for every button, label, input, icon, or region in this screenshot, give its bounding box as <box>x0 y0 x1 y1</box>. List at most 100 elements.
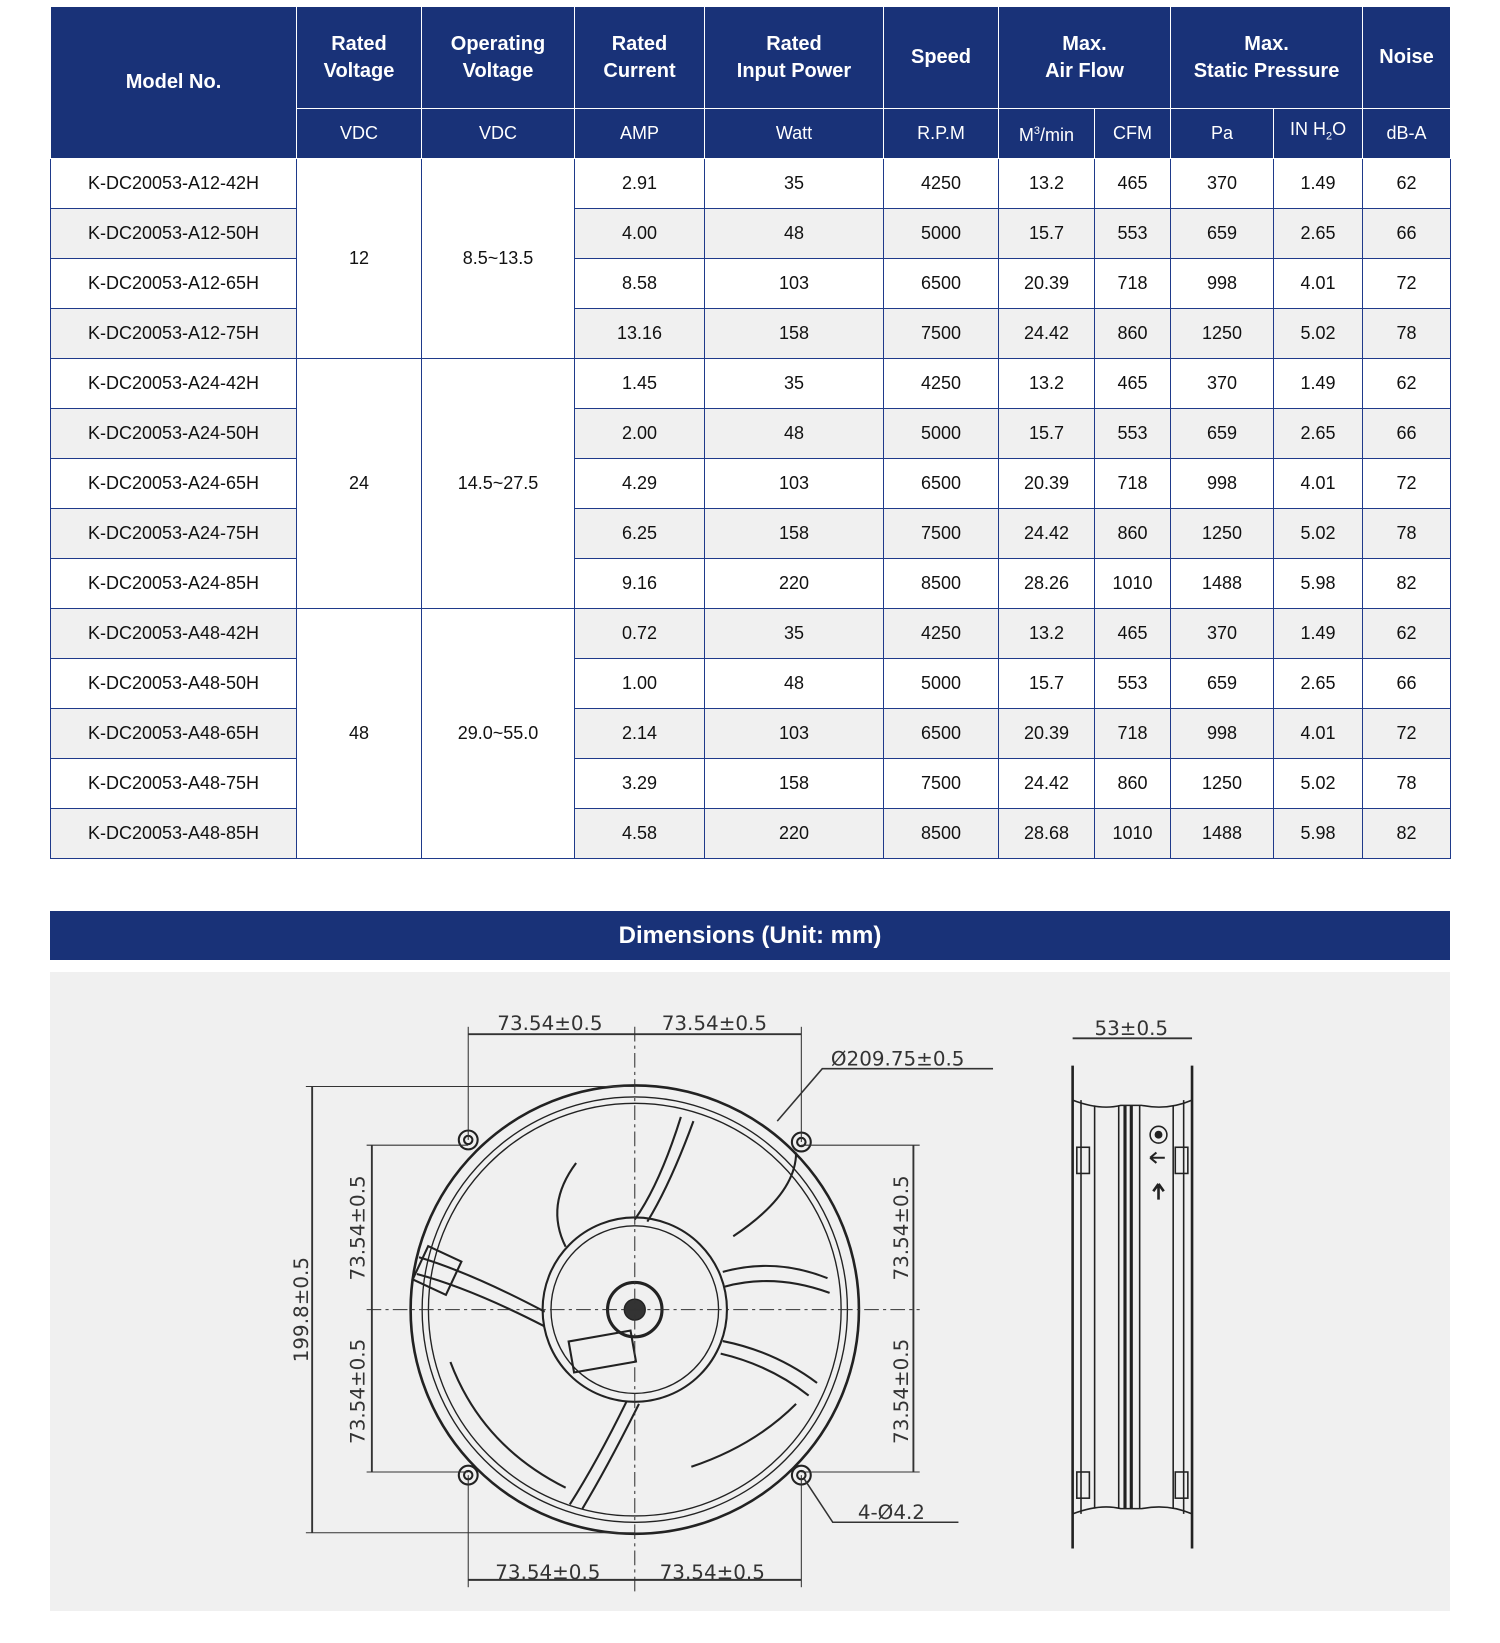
cell-model: K-DC20053-A24-75H <box>50 508 297 559</box>
cell-input-power: 48 <box>704 208 884 259</box>
unit-input-power: Watt <box>704 108 884 159</box>
cell-rated-current: 8.58 <box>574 258 705 309</box>
table-row: K-DC20053-A12-50H 4.00 48 5000 15.7 553 659 2.6… <box>50 208 1452 259</box>
cell-rated-current: 2.91 <box>574 158 705 209</box>
cell-airflow-m3: 24.42 <box>998 758 1095 809</box>
cell-airflow-cfm: 860 <box>1093 308 1172 359</box>
cell-model: K-DC20053-A48-65H <box>50 708 297 759</box>
cell-airflow-m3: 20.39 <box>998 258 1095 309</box>
cell-pressure-inh2o: 5.02 <box>1273 508 1364 559</box>
cell-pressure-pa: 1250 <box>1170 308 1275 359</box>
cell-airflow-m3: 13.2 <box>998 608 1095 659</box>
dim-left-upper: 73.54±0.5 <box>347 1175 370 1280</box>
cell-airflow-m3: 15.7 <box>998 408 1095 459</box>
cell-noise: 66 <box>1362 408 1452 459</box>
cell-rated-current: 9.16 <box>574 558 705 609</box>
header-rated-current: Rated Current <box>574 6 705 109</box>
cell-airflow-cfm: 718 <box>1093 258 1172 309</box>
cell-operating-voltage: 14.5~27.5 <box>421 358 575 609</box>
cell-noise: 62 <box>1362 608 1452 659</box>
cell-pressure-pa: 659 <box>1170 408 1275 459</box>
cell-noise: 72 <box>1362 458 1452 509</box>
header-noise: Noise <box>1362 6 1452 109</box>
cell-input-power: 220 <box>704 558 884 609</box>
cell-noise: 62 <box>1362 158 1452 209</box>
cell-model: K-DC20053-A48-42H <box>50 608 297 659</box>
cell-noise: 78 <box>1362 758 1452 809</box>
dimension-lines <box>305 1026 1193 1593</box>
cell-airflow-m3: 13.2 <box>998 158 1095 209</box>
cell-pressure-pa: 1488 <box>1170 808 1275 859</box>
cell-airflow-m3: 20.39 <box>998 458 1095 509</box>
cell-speed: 5000 <box>883 658 999 709</box>
dim-holes: 4-Ø4.2 <box>858 1501 925 1524</box>
cell-rated-current: 4.58 <box>574 808 705 859</box>
table-row: K-DC20053-A48-85H 4.58 220 8500 28.68 1010 148… <box>50 808 1452 859</box>
header-speed: Speed <box>883 6 999 109</box>
cell-input-power: 103 <box>704 458 884 509</box>
cell-noise: 78 <box>1362 308 1452 359</box>
cell-airflow-cfm: 860 <box>1093 508 1172 559</box>
cell-pressure-inh2o: 2.65 <box>1273 208 1364 259</box>
cell-noise: 62 <box>1362 358 1452 409</box>
cell-noise: 66 <box>1362 208 1452 259</box>
table-row: K-DC20053-A24-75H 6.25 158 7500 24.42 860 1250… <box>50 508 1452 559</box>
cell-pressure-inh2o: 4.01 <box>1273 708 1364 759</box>
cell-airflow-m3: 15.7 <box>998 658 1095 709</box>
cell-pressure-pa: 1250 <box>1170 758 1275 809</box>
unit-noise: dB-A <box>1362 108 1452 159</box>
unit-speed: R.P.M <box>883 108 999 159</box>
cell-pressure-inh2o: 4.01 <box>1273 458 1364 509</box>
cell-pressure-pa: 659 <box>1170 208 1275 259</box>
cell-noise: 72 <box>1362 708 1452 759</box>
dim-right-upper: 73.54±0.5 <box>890 1175 913 1280</box>
cell-pressure-inh2o: 1.49 <box>1273 608 1364 659</box>
cell-model: K-DC20053-A24-50H <box>50 408 297 459</box>
cell-rated-current: 6.25 <box>574 508 705 559</box>
cell-pressure-pa: 370 <box>1170 158 1275 209</box>
cell-speed: 7500 <box>883 758 999 809</box>
cell-input-power: 48 <box>704 658 884 709</box>
cell-airflow-cfm: 1010 <box>1093 558 1172 609</box>
cell-model: K-DC20053-A48-50H <box>50 658 297 709</box>
dim-bottom-right: 73.54±0.5 <box>660 1561 765 1584</box>
cell-input-power: 35 <box>704 158 884 209</box>
cell-airflow-cfm: 553 <box>1093 658 1172 709</box>
cell-model: K-DC20053-A24-65H <box>50 458 297 509</box>
dimension-labels: 73.54±0.5 73.54±0.5 Ø209.75±0.5 199.8±0.… <box>290 1012 1168 1584</box>
table-row: K-DC20053-A48-42H 48 29.0~55.0 0.72 35 4250 13… <box>50 608 1452 859</box>
cell-input-power: 35 <box>704 358 884 409</box>
cell-airflow-cfm: 553 <box>1093 408 1172 459</box>
cell-rated-voltage: 12 <box>296 158 422 359</box>
cell-model: K-DC20053-A12-75H <box>50 308 297 359</box>
dim-top-right: 73.54±0.5 <box>662 1012 767 1035</box>
cell-input-power: 48 <box>704 408 884 459</box>
cell-speed: 6500 <box>883 708 999 759</box>
cell-speed: 6500 <box>883 458 999 509</box>
cell-airflow-m3: 24.42 <box>998 308 1095 359</box>
cell-rated-current: 1.00 <box>574 658 705 709</box>
cell-speed: 8500 <box>883 808 999 859</box>
cell-input-power: 158 <box>704 508 884 559</box>
cell-rated-current: 0.72 <box>574 608 705 659</box>
cell-model: K-DC20053-A48-85H <box>50 808 297 859</box>
table-row: K-DC20053-A48-50H 1.00 48 5000 15.7 553 659 2.6… <box>50 658 1452 709</box>
cell-airflow-cfm: 1010 <box>1093 808 1172 859</box>
blades <box>411 1116 830 1510</box>
cell-airflow-m3: 28.26 <box>998 558 1095 609</box>
cell-pressure-inh2o: 2.65 <box>1273 658 1364 709</box>
cell-airflow-cfm: 718 <box>1093 708 1172 759</box>
cell-airflow-m3: 24.42 <box>998 508 1095 559</box>
cell-pressure-pa: 370 <box>1170 608 1275 659</box>
header-operating-voltage: Operating Voltage <box>421 6 575 109</box>
cell-pressure-inh2o: 5.98 <box>1273 808 1364 859</box>
cell-pressure-pa: 998 <box>1170 258 1275 309</box>
table-row: K-DC20053-A24-85H 9.16 220 8500 28.26 1010 148… <box>50 558 1452 609</box>
cell-speed: 7500 <box>883 508 999 559</box>
cell-airflow-m3: 13.2 <box>998 358 1095 409</box>
cell-airflow-cfm: 860 <box>1093 758 1172 809</box>
cell-airflow-cfm: 465 <box>1093 608 1172 659</box>
cell-speed: 4250 <box>883 358 999 409</box>
cell-rated-current: 2.00 <box>574 408 705 459</box>
cell-input-power: 158 <box>704 758 884 809</box>
